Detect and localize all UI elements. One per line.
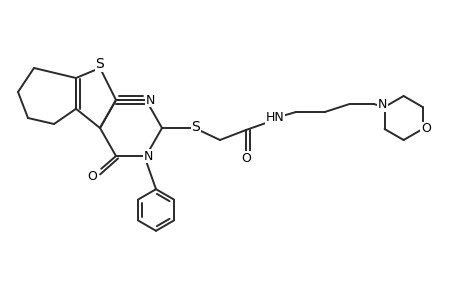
Text: N: N <box>146 94 155 106</box>
Text: HN: HN <box>265 111 284 124</box>
Text: O: O <box>420 122 430 136</box>
Text: O: O <box>241 152 251 164</box>
Text: N: N <box>143 149 152 163</box>
Text: N: N <box>377 98 386 112</box>
Text: S: S <box>191 120 200 134</box>
Text: S: S <box>95 57 104 71</box>
Text: O: O <box>87 169 97 182</box>
